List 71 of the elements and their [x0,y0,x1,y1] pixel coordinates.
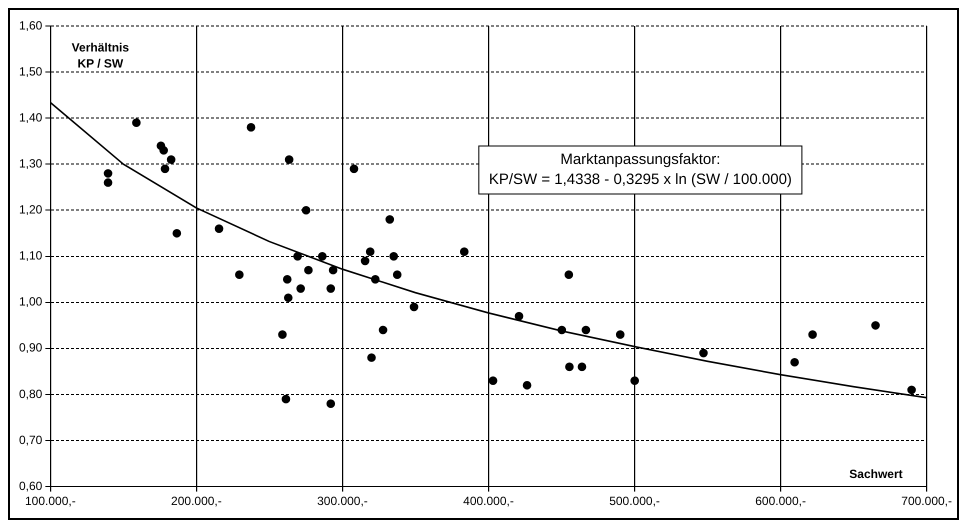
point [326,284,336,293]
point [235,270,244,280]
point [318,252,327,261]
x-tick-label: 200.000,- [171,494,222,508]
point [282,394,290,404]
point [488,376,498,385]
point [907,386,916,394]
y-tick-label: 0,80 [18,386,43,401]
point [350,164,358,174]
point [558,326,566,334]
point [514,312,524,320]
x-tick-label: 100.000,- [24,494,76,508]
point [366,247,374,256]
point [360,256,370,266]
point [104,178,112,187]
x-tick-label: 300.000,- [317,494,368,508]
point [172,228,182,238]
point [284,155,294,164]
y-tick-label: 1,10 [18,248,43,263]
point [104,169,112,178]
x-tick-label: 500.000,- [609,494,660,508]
point [564,270,574,280]
point [166,155,176,164]
point [790,358,799,367]
point [630,376,639,385]
point [582,326,590,334]
point [214,224,224,233]
annotation: KP/SW = 1,4338 - 0,3295 x ln (SW / 100.000) [488,171,792,188]
point [616,330,625,339]
point [304,266,313,274]
annotation: Marktanpassungsfaktor: [560,151,720,168]
point [871,321,880,330]
point [302,206,310,215]
y-tick-label: 1,20 [18,202,43,217]
x-axis-title: Sachwert [849,466,903,481]
point [328,266,338,274]
point [296,284,305,293]
point [132,118,141,128]
point [385,215,394,224]
x-tick-label: 700.000,- [901,494,952,508]
point [578,362,586,372]
y-tick-label: 0,70 [18,432,43,447]
point [326,399,336,408]
y-tick-label: 1,00 [18,294,43,309]
y-tick-label: 1,50 [18,64,43,78]
point [367,353,376,362]
y-tick-label: 1,60 [18,18,43,32]
y-tick-label: 0,90 [18,340,43,355]
point [410,302,418,312]
x-tick-label: 600.000,- [755,494,806,508]
point [378,326,388,334]
y-tick-label: 0,60 [18,478,43,493]
point [699,348,708,358]
point [284,293,293,302]
point [371,275,380,284]
point [293,252,302,261]
point [246,123,256,132]
point [278,330,287,339]
point [160,164,170,174]
point [392,270,402,280]
point [159,146,168,155]
y-tick-label: 1,30 [18,156,43,170]
point [282,275,292,284]
point [808,330,817,339]
x-tick-label: 400.000,- [463,494,514,508]
point [565,362,574,372]
y-tick-label: 1,40 [18,110,43,124]
point [522,380,532,390]
point [460,247,469,256]
y-axis-title: Verhältnis KP / SW [72,40,130,70]
point [389,252,398,261]
